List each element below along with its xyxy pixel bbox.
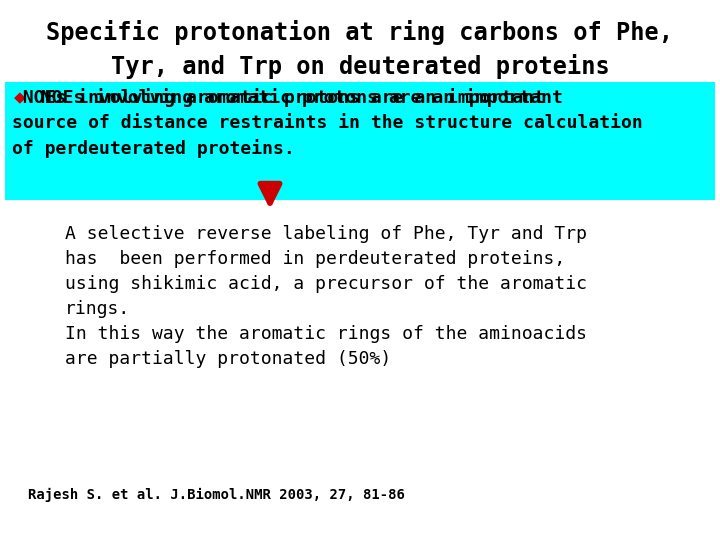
Text: NOEs involving aromatic protons are an important
source of distance restraints i: NOEs involving aromatic protons are an i… <box>12 88 643 158</box>
Text: Rajesh S. et al. J.Biomol.NMR 2003, 27, 81-86: Rajesh S. et al. J.Biomol.NMR 2003, 27, … <box>28 488 405 502</box>
Text: NOEs involving aromatic protons are an important: NOEs involving aromatic protons are an i… <box>30 88 563 107</box>
Text: A selective reverse labeling of Phe, Tyr and Trp
has  been performed in perdeute: A selective reverse labeling of Phe, Tyr… <box>65 225 587 368</box>
Text: ◆: ◆ <box>14 88 26 107</box>
Text: Specific protonation at ring carbons of Phe,
Tyr, and Trp on deuterated proteins: Specific protonation at ring carbons of … <box>47 20 673 79</box>
Bar <box>5 82 715 200</box>
